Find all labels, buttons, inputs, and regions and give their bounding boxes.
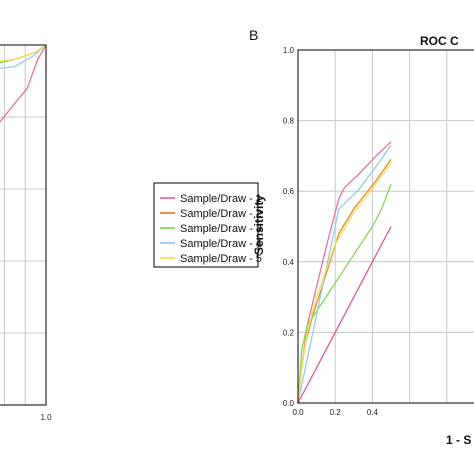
- panel-b-ytick-label: 0.8: [283, 117, 295, 126]
- panel-a: 1.0: [0, 44, 52, 422]
- panel-a-lines: [0, 44, 47, 124]
- panel-b-series-line-3: [297, 183, 392, 404]
- panel-b-ytick-label: 1.0: [283, 46, 295, 55]
- panel-b-xtick-label: 0.4: [367, 408, 379, 417]
- panel-a-series-line-5: [0, 44, 47, 62]
- panel-b-series-line-5: [297, 162, 392, 404]
- panel-b-ylabel: Sensitivity: [252, 195, 266, 255]
- panel-b-title: ROC C: [420, 34, 459, 48]
- panel-b-series-line-1: [297, 141, 392, 404]
- legend: Sample/Draw - 1 Sample/Draw - 2 Sample/Dra…: [153, 182, 262, 268]
- legend-label-2: Sample/Draw - 2: [180, 208, 262, 220]
- legend-label-4: Sample/Draw - 4: [180, 238, 262, 250]
- panel-b-ytick-label: 0.2: [283, 328, 295, 337]
- panel-a-ticks: 1.0: [40, 413, 52, 422]
- panel-a-series-line-4: [0, 44, 47, 69]
- legend-label-1: Sample/Draw - 1: [180, 193, 262, 205]
- panel-b-ticks: 0.0 0.2 0.4 0.0 0.2 0.4 0.6 0.8 1.0: [283, 46, 379, 417]
- panel-b-ytick-label: 0.0: [283, 399, 295, 408]
- panel-b-xtick-label: 0.0: [292, 408, 304, 417]
- panel-b-reference-line: [297, 226, 392, 404]
- panel-b-ytick-label: 0.4: [283, 258, 295, 267]
- panel-b-letter: B: [249, 27, 258, 43]
- panel-b-series-line-4: [297, 144, 392, 404]
- panel-b-xlabel: 1 - S: [446, 433, 471, 447]
- panel-a-grid: [0, 45, 46, 405]
- panel-b-lines: [297, 141, 392, 404]
- legend-box: [153, 182, 259, 268]
- panel-b-grid: [298, 50, 474, 403]
- panel-a-series-line-1: [0, 44, 47, 124]
- panel-b-ytick-label: 0.6: [283, 187, 295, 196]
- panel-b: B ROC C 0.0 0.2 0.4 0.0 0.2 0.4 0.6 0.8 1.0 Sens…: [249, 27, 474, 447]
- panel-b-plot-frame: [297, 49, 474, 404]
- panel-b-series-line-2: [297, 159, 392, 404]
- panel-a-plot-frame: [0, 44, 47, 406]
- panel-b-xtick-label: 0.2: [330, 408, 342, 417]
- legend-label-5: Sample/Draw - 5: [180, 253, 262, 265]
- panel-a-xtick-label: 1.0: [40, 413, 52, 422]
- legend-label-3: Sample/Draw - 3: [180, 223, 262, 235]
